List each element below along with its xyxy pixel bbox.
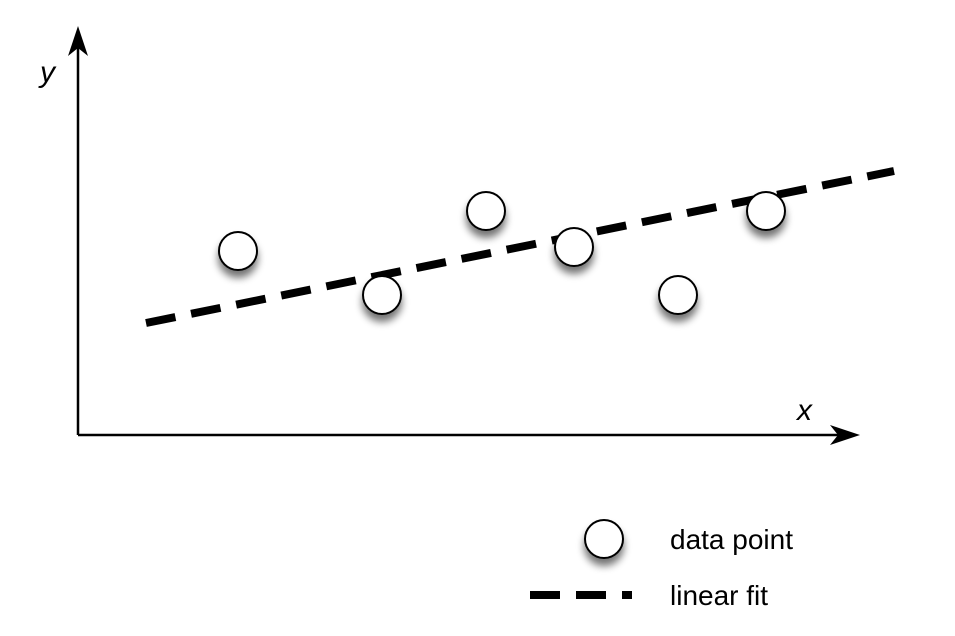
y-axis-label: y bbox=[38, 56, 57, 89]
data-point bbox=[362, 275, 402, 315]
data-points-layer bbox=[218, 191, 786, 315]
x-axis-label: x bbox=[795, 394, 813, 427]
legend-label-linear-fit: linear fit bbox=[670, 580, 768, 611]
data-point bbox=[746, 191, 786, 231]
data-point bbox=[218, 231, 258, 271]
linear-fit-line bbox=[145, 167, 895, 327]
fit-line-layer bbox=[145, 167, 895, 327]
legend: data point linear fit bbox=[530, 519, 793, 611]
y-axis-arrowhead bbox=[68, 26, 88, 56]
x-axis-arrowhead bbox=[830, 425, 860, 445]
legend-label-data-point: data point bbox=[670, 524, 793, 555]
data-point bbox=[466, 191, 506, 231]
data-point bbox=[554, 227, 594, 267]
legend-marker-data-point bbox=[584, 519, 624, 559]
data-point bbox=[658, 275, 698, 315]
